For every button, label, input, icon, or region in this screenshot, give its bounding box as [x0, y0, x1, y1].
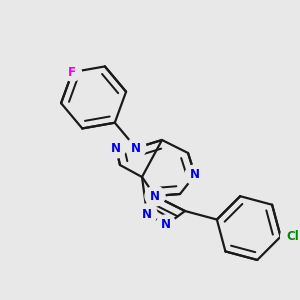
Text: Cl: Cl — [286, 230, 299, 243]
Text: N: N — [150, 190, 160, 202]
Circle shape — [145, 186, 165, 206]
Circle shape — [185, 165, 205, 185]
Text: N: N — [131, 142, 141, 154]
Circle shape — [137, 204, 157, 224]
Circle shape — [156, 215, 176, 235]
Text: N: N — [190, 169, 200, 182]
Text: N: N — [142, 208, 152, 220]
Text: F: F — [68, 66, 76, 79]
Circle shape — [106, 138, 126, 158]
Circle shape — [126, 138, 146, 158]
Text: N: N — [161, 218, 171, 232]
Circle shape — [280, 225, 300, 249]
Circle shape — [63, 63, 81, 81]
Text: N: N — [111, 142, 121, 154]
